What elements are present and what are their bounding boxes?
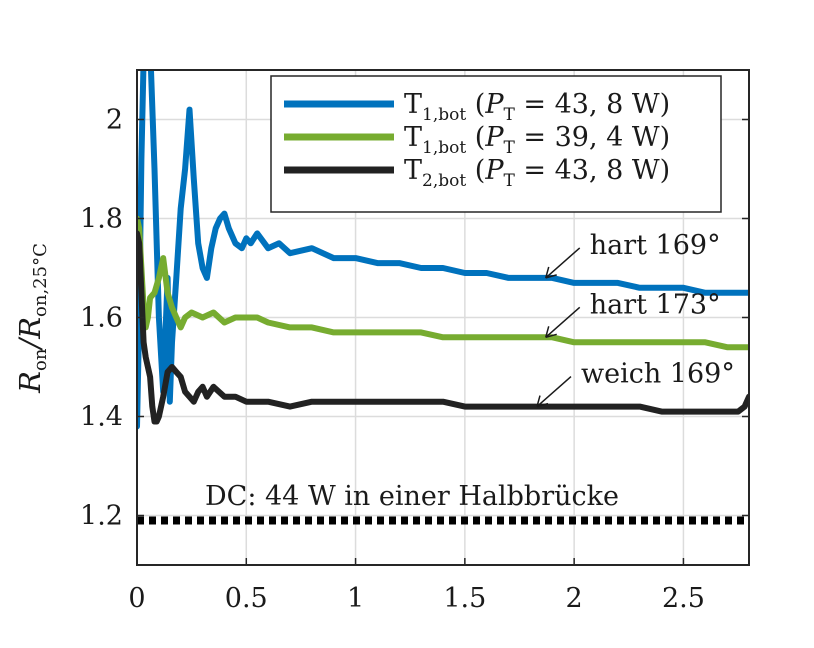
- y-ticks: 1.2 1.4 1.6 1.8 2: [80, 105, 749, 532]
- series-line-3: [137, 230, 749, 425]
- annotations: hart 169° hart 173° weich 169°: [536, 230, 735, 408]
- y-tick-label: 2: [106, 105, 123, 136]
- y-label-main: R: [13, 371, 47, 394]
- plot-frame: [136, 69, 750, 566]
- y-label-main-sub: on: [30, 348, 51, 371]
- x-ticks: 0 0.5 1 1.5 2 2.5: [128, 558, 705, 614]
- annotation-arrowhead-2: [545, 326, 557, 339]
- legend-entry-1: T1,bot (PT = 43, 8 W): [404, 89, 670, 125]
- annotation-label-1: hart 169°: [590, 230, 721, 261]
- x-tick-label: 1.5: [443, 583, 486, 614]
- annotation-arrow-2: [545, 306, 581, 338]
- annotation-arrow-3: [536, 376, 572, 408]
- annotation-arrow-1: [545, 247, 581, 279]
- series-line-2: [137, 215, 749, 351]
- y-axis-label: Ron/Ron,25°C: [13, 243, 51, 394]
- annotation-arrowhead-3: [536, 395, 549, 408]
- annotation-label-3: weich 169°: [581, 359, 735, 390]
- reference-line-label: DC: 44 W in einer Halbbrücke: [205, 481, 619, 512]
- x-tick-label: 0.5: [225, 583, 268, 614]
- x-tick-label: 1: [347, 583, 364, 614]
- x-tick-label: 2.5: [662, 583, 705, 614]
- y-tick-label: 1.2: [80, 501, 123, 532]
- y-tick-label: 1.8: [80, 204, 123, 235]
- x-tick-label: 2: [566, 583, 583, 614]
- legend-entry-2: T1,bot (PT = 39, 4 W): [404, 122, 670, 158]
- annotation-label-2: hart 173°: [590, 289, 721, 320]
- legend-box: [270, 75, 722, 213]
- series-group: [137, 70, 749, 430]
- y-tick-label: 1.6: [80, 303, 123, 334]
- legend: T1,bot (PT = 43, 8 W)T1,bot (PT = 39, 4 …: [270, 75, 722, 213]
- legend-entry-3: T2,bot (PT = 43, 8 W): [404, 155, 670, 191]
- annotation-arrowhead-1: [545, 266, 557, 279]
- y-tick-label: 1.4: [80, 402, 123, 433]
- svg-text:Ron/Ron,25°C: Ron/Ron,25°C: [13, 243, 51, 394]
- y-label-denom-sub: on,25°C: [30, 243, 51, 317]
- y-label-slash: /R: [13, 317, 47, 352]
- x-tick-label: 0: [128, 583, 145, 614]
